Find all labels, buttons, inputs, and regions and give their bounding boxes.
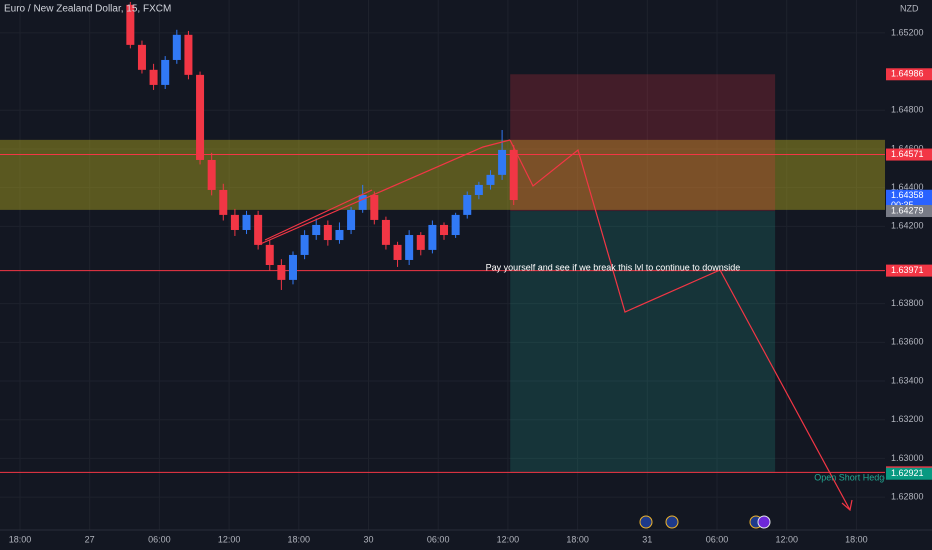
y-tick-label: 1.64800 xyxy=(891,105,924,115)
candle-body xyxy=(242,214,251,230)
price-label: 1.64986 xyxy=(891,69,924,79)
candle-body xyxy=(347,209,356,230)
candle-body xyxy=(370,194,379,220)
x-tick-label: 27 xyxy=(85,534,95,544)
trend-line xyxy=(264,189,373,241)
candle-body xyxy=(161,59,170,85)
candle-body xyxy=(486,174,495,185)
y-tick-label: 1.63200 xyxy=(891,414,924,424)
y-tick-label: 1.63400 xyxy=(891,375,924,385)
projection-path xyxy=(509,139,851,511)
x-tick-label: 12:00 xyxy=(218,534,241,544)
y-tick-label: 1.64400 xyxy=(891,182,924,192)
zone xyxy=(0,139,885,210)
y-tick-label: 1.65200 xyxy=(891,27,924,37)
price-label-bg xyxy=(886,264,932,277)
candle-body xyxy=(428,224,437,250)
zone xyxy=(510,211,776,473)
x-tick-label: 18:00 xyxy=(9,534,32,544)
candle-body xyxy=(451,214,460,236)
candle-body xyxy=(416,235,425,250)
candle-body xyxy=(172,34,181,60)
candle-body xyxy=(509,149,518,201)
x-tick-label: 12:00 xyxy=(497,534,520,544)
x-tick-label: 18:00 xyxy=(845,534,868,544)
candle-body xyxy=(335,229,344,241)
price-label-bg xyxy=(886,68,932,81)
series-layer xyxy=(126,1,518,290)
y-tick-label: 1.63000 xyxy=(891,453,924,463)
event-icon xyxy=(757,515,771,529)
candle-body xyxy=(196,74,205,160)
x-tick-label: 31 xyxy=(642,534,652,544)
y-tick-label: 1.63800 xyxy=(891,298,924,308)
candle-body xyxy=(498,149,507,175)
candle-body xyxy=(277,265,286,280)
annotation: Pay yourself and see if we break this lv… xyxy=(486,262,741,272)
x-tick-label: 06:00 xyxy=(427,534,450,544)
candle-body xyxy=(219,189,228,215)
candle-body xyxy=(288,254,297,280)
drawings xyxy=(257,139,853,512)
price-label: 1.62921 xyxy=(891,468,924,478)
x-tick-label: 06:00 xyxy=(706,534,729,544)
event-icon xyxy=(665,515,679,529)
candle-body xyxy=(323,224,332,241)
candle-body xyxy=(207,159,216,190)
price-label: 1.63971 xyxy=(891,265,924,275)
candle-body xyxy=(312,224,321,236)
price-label-bg xyxy=(886,205,932,218)
trend-line xyxy=(257,139,511,246)
price-label: 1.64279 xyxy=(891,205,924,215)
arrow-head xyxy=(841,499,853,512)
candle-body xyxy=(265,244,274,265)
y-tick-label: 1.62800 xyxy=(891,491,924,501)
candle-body xyxy=(474,184,483,195)
x-tick-label: 30 xyxy=(363,534,373,544)
y-tick-label: 1.64200 xyxy=(891,221,924,231)
candle-body xyxy=(393,244,402,260)
x-tick-label: 18:00 xyxy=(566,534,589,544)
candle-body xyxy=(126,4,135,45)
candle-body xyxy=(184,34,193,75)
event-icon xyxy=(639,515,653,529)
time-axis xyxy=(0,530,932,550)
candle-body xyxy=(254,214,263,245)
axis-layer: 1.65200 1.64800 1.64600 1.64400 1.64200 1.638… xyxy=(9,27,932,544)
candle-body xyxy=(230,214,239,230)
candle-body xyxy=(440,224,449,236)
x-tick-label: 06:00 xyxy=(148,534,171,544)
x-tick-label: 18:00 xyxy=(288,534,311,544)
candle-body xyxy=(381,219,390,245)
x-tick-label: 12:00 xyxy=(775,534,798,544)
annotation: Open Short Hedges xyxy=(814,472,894,482)
plot-layer xyxy=(0,0,885,530)
candle-body xyxy=(300,235,309,255)
candle-body xyxy=(149,69,158,85)
y-tick-label: 1.64600 xyxy=(891,143,924,153)
candle-body xyxy=(405,235,414,260)
currency-label: NZD xyxy=(900,3,919,13)
candle-body xyxy=(358,194,367,210)
price-label: 1.64571 xyxy=(891,149,924,159)
candle-body xyxy=(463,194,472,215)
zone xyxy=(510,74,776,212)
candle-body xyxy=(137,44,146,70)
y-tick-label: 1.63600 xyxy=(891,337,924,347)
event-icons xyxy=(639,515,771,529)
price-label: 1.64358 xyxy=(891,190,924,200)
price-label-bg xyxy=(886,148,932,161)
price-label-bg xyxy=(886,467,932,480)
chart-title: Euro / New Zealand Dollar, 15, FXCM xyxy=(4,4,171,15)
